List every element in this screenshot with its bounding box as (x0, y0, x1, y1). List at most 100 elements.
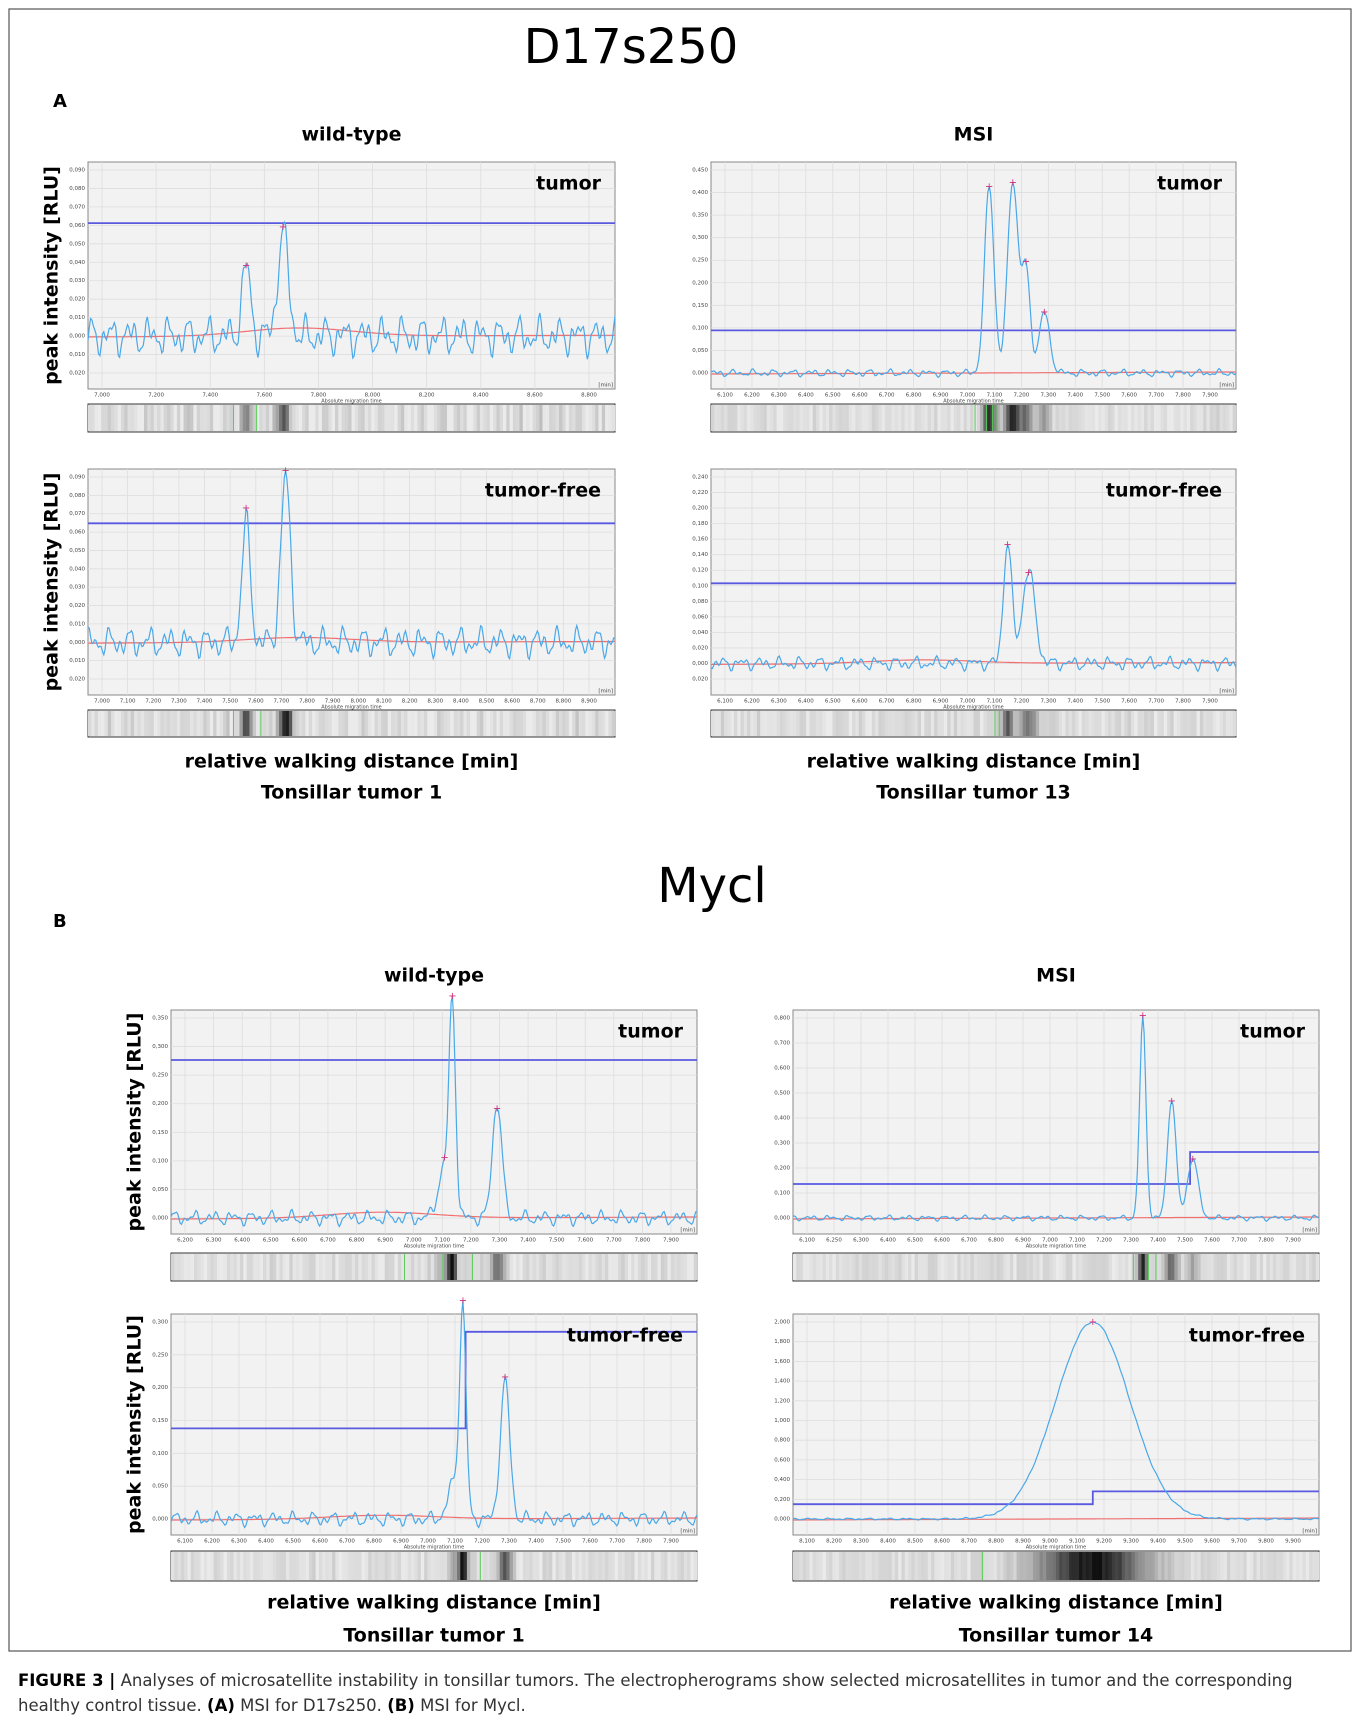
gel-band (957, 1254, 961, 1280)
gel-band (1283, 1552, 1287, 1580)
gel-band (687, 1552, 691, 1580)
gel-band (585, 405, 589, 431)
gel-band (585, 1254, 589, 1280)
gel-band (1204, 1254, 1208, 1280)
x-tick-label: 7,500 (555, 1539, 571, 1545)
x-tick-label: 7,200 (145, 699, 161, 705)
gel-band (1233, 405, 1237, 431)
gel-band (293, 1254, 297, 1280)
y-tick-label: 0,200 (152, 1385, 168, 1391)
gel-band (266, 405, 270, 431)
gel-band (292, 711, 296, 736)
y-tick-label: 0,000 (152, 1517, 168, 1523)
panel-tag: tumor-free (1189, 1325, 1305, 1347)
gel-band (1039, 405, 1043, 431)
gel-band (523, 1552, 527, 1580)
gel-band (217, 1552, 221, 1580)
x-tick-label: 6,800 (906, 393, 922, 399)
gel-band (1053, 1552, 1057, 1580)
gel-band (529, 1552, 533, 1580)
x-tick-label: 7,500 (1177, 1238, 1193, 1244)
y-tick-label: 0,020 (692, 677, 708, 683)
x-tick-label: 9,400 (1150, 1539, 1166, 1545)
x-tick-label: 9,200 (1096, 1539, 1112, 1545)
x-tick-label: 7,600 (582, 1539, 598, 1545)
gel-band (480, 1254, 484, 1280)
gel-band (582, 1552, 586, 1580)
gel-band (355, 405, 359, 431)
gel-band (1184, 1552, 1188, 1580)
gel-band (599, 405, 603, 431)
gel-band (1151, 405, 1155, 431)
gel-band (562, 711, 566, 736)
gel-band (1118, 711, 1122, 736)
gel-band (1161, 405, 1165, 431)
gel-band (790, 405, 794, 431)
gel-band (1145, 1552, 1149, 1580)
gel-band (793, 711, 797, 736)
gel-band (836, 711, 840, 736)
x-tick-label: 6,300 (853, 1238, 869, 1244)
gel-band (800, 1254, 804, 1280)
gel-band (434, 711, 438, 736)
gel-band (1036, 1552, 1040, 1580)
gel-band (931, 711, 935, 736)
gel-band (339, 1552, 343, 1580)
x-tick-label: 7,800 (1175, 393, 1191, 399)
x-tick-label: 6,600 (312, 1539, 328, 1545)
gel-band (529, 405, 533, 431)
gel-band (1276, 1552, 1280, 1580)
gel-band (322, 1254, 326, 1280)
gel-band (411, 1254, 415, 1280)
y-tick-label: 0,300 (152, 1044, 168, 1050)
gel-band (246, 405, 250, 431)
gel-band (741, 711, 745, 736)
gel-band (1026, 711, 1030, 736)
x-caption: Absolute migration time (404, 1244, 464, 1250)
gel-band (721, 711, 725, 736)
gel-band (589, 1254, 593, 1280)
gel-band (454, 1254, 458, 1280)
gel-band (1171, 1254, 1175, 1280)
gel-band (230, 711, 234, 736)
gel-band (793, 1254, 797, 1280)
gel-band (269, 711, 273, 736)
gel-band (839, 1552, 843, 1580)
x-tick-label: 6,600 (852, 393, 868, 399)
gel-band (579, 1552, 583, 1580)
y-tick-label: 0,200 (692, 506, 708, 512)
gel-band (1122, 1552, 1126, 1580)
gel-band (526, 711, 530, 736)
gel-band (823, 405, 827, 431)
gel-band (842, 405, 846, 431)
gel-band (711, 711, 715, 736)
gel-band (839, 1254, 843, 1280)
x-tick-label: 6,600 (852, 699, 868, 705)
gel-band (180, 711, 184, 736)
gel-band (559, 405, 563, 431)
gel-band (869, 405, 873, 431)
gel-band (210, 1552, 214, 1580)
gel-band (444, 405, 448, 431)
gel-band (98, 711, 102, 736)
peak-marker: + (279, 222, 287, 233)
gel-band (1141, 405, 1145, 431)
gel-band (303, 1552, 307, 1580)
gel-band (1227, 1552, 1231, 1580)
gel-band (299, 1254, 303, 1280)
gel-band (612, 1254, 616, 1280)
gel-band (875, 1552, 879, 1580)
gel-band (1023, 405, 1027, 431)
gel-band (813, 711, 817, 736)
gel-band (1309, 1254, 1313, 1280)
gel-band (954, 1552, 958, 1580)
gel-band (243, 711, 247, 736)
y-tick-label: 0,450 (692, 168, 708, 174)
x-tick-label: 7,700 (1231, 1238, 1247, 1244)
gel-band (1007, 1552, 1011, 1580)
gel-band (974, 1254, 978, 1280)
gel-band (796, 405, 800, 431)
gel-band (658, 1552, 662, 1580)
x-tick-label: 7,300 (492, 1238, 508, 1244)
gel-band (1118, 1254, 1122, 1280)
